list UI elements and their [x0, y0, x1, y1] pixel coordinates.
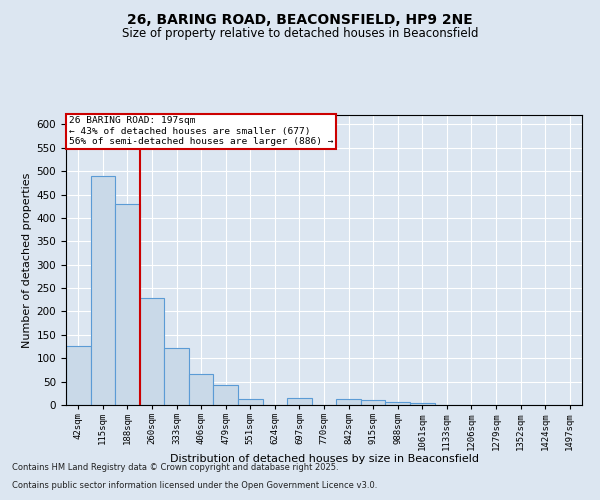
X-axis label: Distribution of detached houses by size in Beaconsfield: Distribution of detached houses by size …: [170, 454, 479, 464]
Bar: [66, 346, 91, 405]
Bar: [287, 398, 312, 405]
Bar: [410, 402, 434, 405]
Text: 26, BARING ROAD, BEACONSFIELD, HP9 2NE: 26, BARING ROAD, BEACONSFIELD, HP9 2NE: [127, 12, 473, 26]
Bar: [189, 374, 214, 405]
Text: Contains HM Land Registry data © Crown copyright and database right 2025.: Contains HM Land Registry data © Crown c…: [12, 464, 338, 472]
Text: Contains public sector information licensed under the Open Government Licence v3: Contains public sector information licen…: [12, 481, 377, 490]
Y-axis label: Number of detached properties: Number of detached properties: [22, 172, 32, 348]
Bar: [385, 402, 410, 405]
Bar: [214, 386, 238, 405]
Bar: [238, 399, 263, 405]
Bar: [115, 204, 140, 405]
Text: Size of property relative to detached houses in Beaconsfield: Size of property relative to detached ho…: [122, 28, 478, 40]
Bar: [91, 176, 115, 405]
Bar: [140, 298, 164, 405]
Bar: [361, 400, 385, 405]
Bar: [336, 399, 361, 405]
Text: 26 BARING ROAD: 197sqm
← 43% of detached houses are smaller (677)
56% of semi-de: 26 BARING ROAD: 197sqm ← 43% of detached…: [68, 116, 333, 146]
Bar: [164, 348, 189, 405]
